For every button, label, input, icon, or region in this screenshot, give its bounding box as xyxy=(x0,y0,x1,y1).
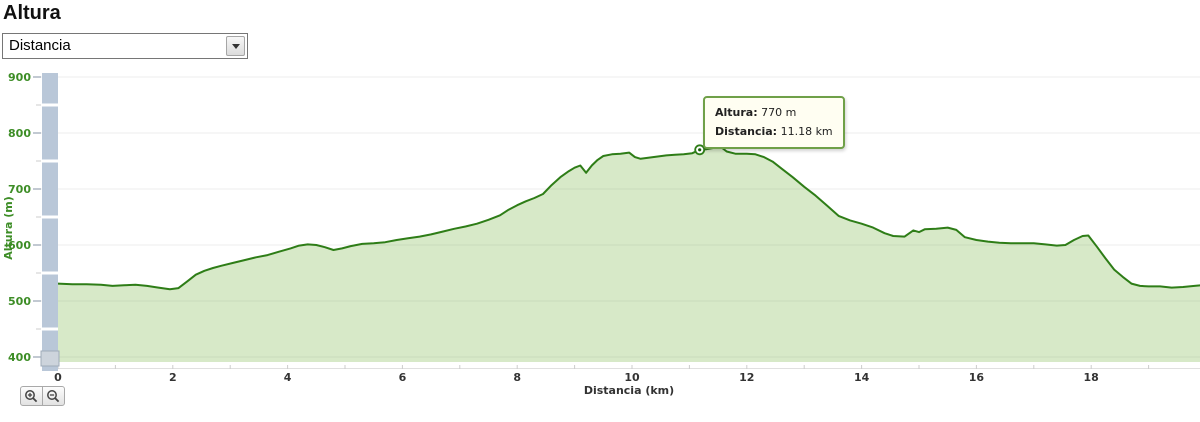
gridlines xyxy=(36,76,1200,358)
y-tick-label: 500 xyxy=(8,295,31,308)
tooltip-distance-row: Distancia: 11.18 km xyxy=(715,122,833,141)
x-tick-label: 6 xyxy=(399,371,407,384)
tooltip-distance-label: Distancia: xyxy=(715,125,778,138)
chevron-down-icon xyxy=(231,43,240,49)
y-axis-title: Altura (m) xyxy=(2,196,15,260)
tooltip-distance-value: 11.18 km xyxy=(780,125,833,138)
zoom-in-button[interactable] xyxy=(20,386,43,406)
hover-marker-icon xyxy=(694,144,706,156)
y-tick-label: 600 xyxy=(8,239,31,252)
metric-select[interactable]: Distancia xyxy=(2,33,248,59)
x-axis-title: Distancia (km) xyxy=(584,384,674,397)
x-tick-label: 16 xyxy=(969,371,985,384)
x-tick-label: 12 xyxy=(739,371,754,384)
chart-tooltip: Altura: 770 m Distancia: 11.18 km xyxy=(703,96,845,149)
elevation-chart-area[interactable]: 900 800 700 600 500 400 0 2 4 6 8 10 12 14 16 18 Altura… xyxy=(0,63,1200,417)
tooltip-altitude-label: Altura: xyxy=(715,106,758,119)
zoom-out-button[interactable] xyxy=(42,386,65,406)
x-tick-label: 14 xyxy=(854,371,870,384)
x-tick-label: 18 xyxy=(1084,371,1099,384)
magnifier-minus-icon xyxy=(47,389,60,402)
y-tick-label: 900 xyxy=(8,71,31,84)
x-tick-label: 8 xyxy=(513,371,521,384)
axes: 900 800 700 600 500 400 0 2 4 6 8 10 12 14 16 18 xyxy=(8,71,1200,384)
x-tick-label: 0 xyxy=(54,371,62,384)
x-tick-label: 2 xyxy=(169,371,177,384)
page-title: Altura xyxy=(3,2,61,24)
elevation-chart[interactable]: 900 800 700 600 500 400 0 2 4 6 8 10 12 14 16 18 Altura… xyxy=(0,63,1200,417)
y-tick-label: 800 xyxy=(8,127,31,140)
zoom-controls xyxy=(20,386,65,406)
tooltip-altitude-value: 770 m xyxy=(761,106,797,119)
metric-select-value: Distancia xyxy=(9,37,71,54)
elevation-area-series xyxy=(57,146,1200,362)
y-tick-label: 700 xyxy=(8,183,31,196)
y-tick-label: 400 xyxy=(8,351,31,364)
vertical-zoom-slider[interactable] xyxy=(40,73,60,371)
magnifier-plus-icon xyxy=(25,389,38,402)
x-tick-label: 10 xyxy=(624,371,640,384)
metric-select-button[interactable] xyxy=(226,36,245,56)
tooltip-altitude-row: Altura: 770 m xyxy=(715,103,833,122)
x-tick-label: 4 xyxy=(284,371,292,384)
